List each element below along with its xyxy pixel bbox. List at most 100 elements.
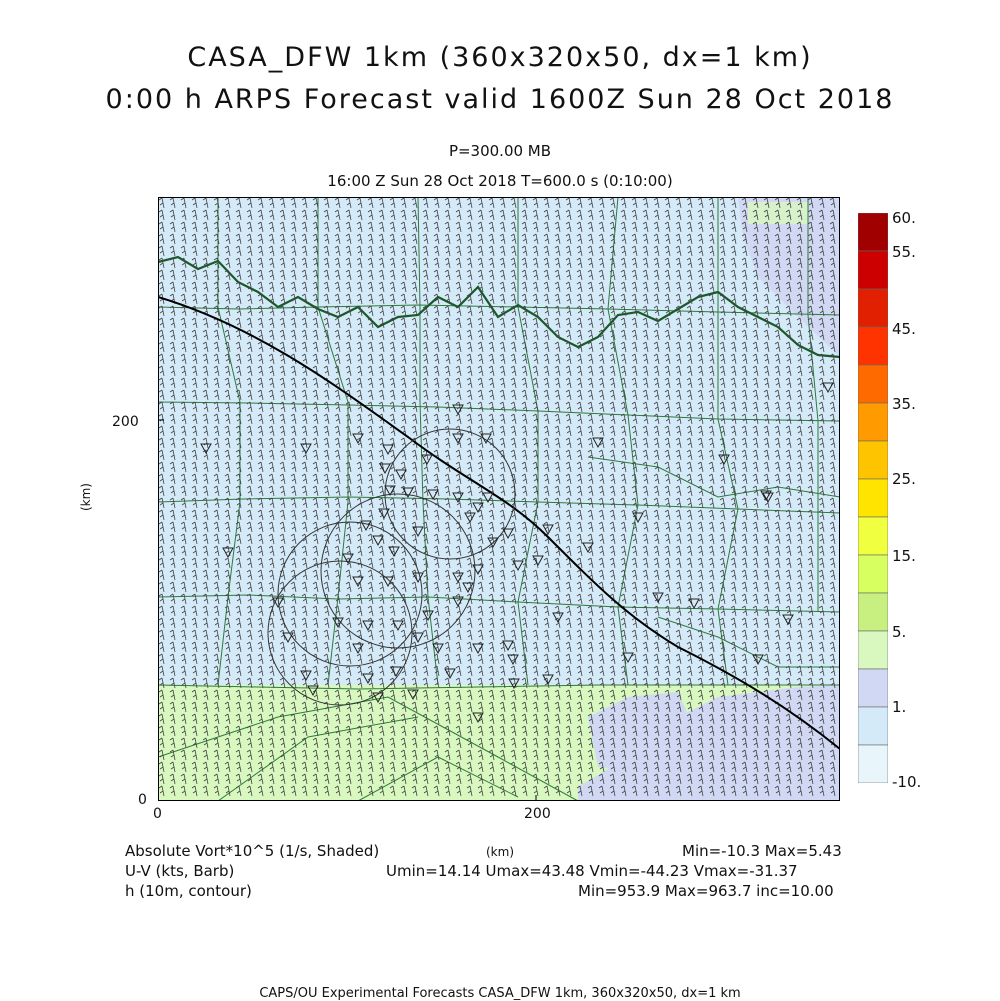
wind-barb (719, 605, 726, 617)
wind-barb (378, 593, 385, 605)
wind-barb (576, 641, 583, 653)
wind-barb (620, 689, 627, 701)
wind-barb (631, 581, 638, 593)
wind-barb (807, 269, 814, 281)
wind-barb (708, 197, 715, 209)
wind-barb (675, 677, 682, 689)
wind-barb (719, 221, 726, 233)
wind-barb (257, 221, 264, 233)
wind-barb (191, 785, 198, 797)
wind-barb (268, 485, 275, 497)
wind-barb (411, 377, 418, 389)
valid-time-label: 16:00 Z Sun 28 Oct 2018 T=600.0 s (0:10:… (327, 172, 673, 190)
wind-barb (356, 593, 363, 605)
wind-barb (576, 329, 583, 341)
wind-barb (169, 413, 176, 425)
wind-barb (246, 581, 253, 593)
wind-barb (785, 317, 792, 329)
wind-barb (576, 773, 583, 785)
wind-barb (367, 461, 374, 473)
wind-barb (257, 245, 264, 257)
wind-barb (213, 521, 220, 533)
wind-barb (400, 269, 407, 281)
wind-barb (785, 281, 792, 293)
wind-barb (202, 677, 209, 689)
wind-barb (741, 377, 748, 389)
wind-barb (180, 437, 187, 449)
wind-barb (488, 197, 495, 209)
wind-barb (367, 749, 374, 761)
wind-barb (664, 221, 671, 233)
wind-barb (411, 329, 418, 341)
wind-barb (818, 425, 825, 437)
station-triangle (782, 614, 794, 626)
wind-barb (686, 533, 693, 545)
wind-barb (521, 605, 528, 617)
wind-barb (587, 245, 594, 257)
station-triangle (622, 652, 634, 664)
wind-barb (675, 449, 682, 461)
wind-barb (620, 245, 627, 257)
wind-barb (653, 233, 660, 245)
wind-barb (719, 437, 726, 449)
colorbar-swatch (858, 326, 888, 366)
wind-barb (389, 377, 396, 389)
wind-barb (202, 497, 209, 509)
wind-barb (202, 221, 209, 233)
wind-barb (411, 461, 418, 473)
wind-barb (818, 617, 825, 629)
wind-barb (741, 473, 748, 485)
wind-barb (807, 389, 814, 401)
wind-barb (510, 365, 517, 377)
wind-barb (279, 389, 286, 401)
wind-barb (620, 785, 627, 797)
wind-barb (521, 341, 528, 353)
wind-barb (521, 497, 528, 509)
wind-barb (444, 689, 451, 701)
wind-barb (708, 641, 715, 653)
wind-barb (257, 281, 264, 293)
wind-barb (576, 377, 583, 389)
wind-barb (763, 197, 770, 209)
wind-barb (246, 281, 253, 293)
wind-barb (741, 569, 748, 581)
wind-barb (598, 677, 605, 689)
wind-barb (642, 221, 649, 233)
wind-barb (697, 461, 704, 473)
wind-barb (796, 353, 803, 365)
wind-barb (675, 473, 682, 485)
wind-barb (169, 665, 176, 677)
wind-barb (576, 713, 583, 725)
wind-barb (576, 197, 583, 209)
wind-barb (521, 785, 528, 797)
wind-barb (268, 545, 275, 557)
wind-barb (378, 485, 385, 497)
colorbar-label: 5. (892, 623, 907, 641)
wind-barb (774, 557, 781, 569)
wind-barb (521, 293, 528, 305)
wind-barb (532, 365, 539, 377)
wind-barb (213, 545, 220, 557)
wind-barb (675, 401, 682, 413)
wind-barb (400, 365, 407, 377)
wind-barb (169, 437, 176, 449)
wind-barb (697, 665, 704, 677)
wind-barb (158, 521, 165, 533)
wind-barb (455, 773, 462, 785)
wind-barb (697, 533, 704, 545)
wind-barb (675, 689, 682, 701)
wind-barb (609, 533, 616, 545)
wind-barb (730, 233, 737, 245)
station-triangle (422, 610, 434, 622)
wind-barb (246, 305, 253, 317)
wind-barb (356, 209, 363, 221)
wind-barb (169, 197, 176, 209)
wind-barb (587, 317, 594, 329)
wind-barb (686, 773, 693, 785)
wind-barb (796, 605, 803, 617)
wind-barb (763, 641, 770, 653)
wind-barb (554, 365, 561, 377)
wind-barb (323, 617, 330, 629)
wind-barb (290, 569, 297, 581)
wind-barb (499, 605, 506, 617)
